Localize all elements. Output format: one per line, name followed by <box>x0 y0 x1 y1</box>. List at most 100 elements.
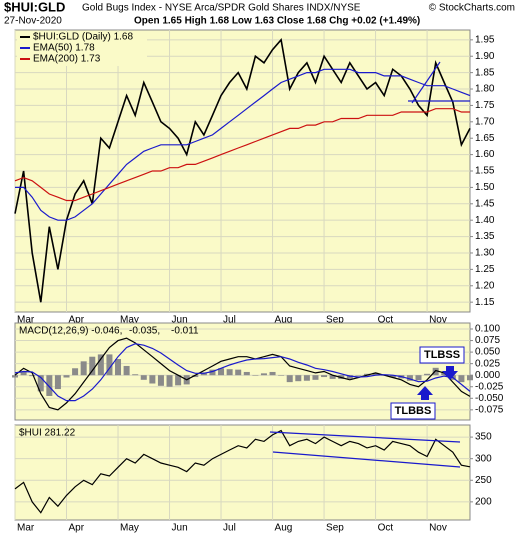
x-tick-label: Nov <box>429 523 447 534</box>
y-tick-label: 1.90 <box>475 51 495 62</box>
histogram-bar <box>72 368 79 376</box>
series-line <box>14 337 471 411</box>
x-tick-label: Jul <box>223 315 236 326</box>
histogram-bar <box>303 375 310 381</box>
arrow <box>417 386 433 400</box>
y-tick-label: 350 <box>475 432 492 443</box>
histogram-bar <box>329 375 336 379</box>
histogram-bar <box>29 375 36 377</box>
histogram-bar <box>355 375 362 376</box>
histogram-bar <box>11 375 19 378</box>
x-tick-label: Oct <box>378 523 394 534</box>
x-tick-label: Sep <box>326 523 344 534</box>
histogram-bar <box>192 375 199 378</box>
y-tick-label: 1.15 <box>475 297 495 308</box>
annotation: TLBBS <box>395 405 432 417</box>
x-tick-label: Oct <box>378 315 394 326</box>
histogram-bar <box>63 375 70 378</box>
y-tick-label: 1.30 <box>475 248 495 259</box>
x-tick-label: Nov <box>429 315 447 326</box>
histogram-bar <box>346 375 353 379</box>
legend-label: EMA(50) 1.78 <box>33 43 95 54</box>
histogram-bar <box>80 361 87 376</box>
histogram-bar <box>466 375 474 381</box>
date: 27-Nov-2020 <box>4 16 62 27</box>
histogram-bar <box>363 373 370 376</box>
histogram-bar <box>389 375 396 378</box>
histogram-bar <box>166 375 173 387</box>
histogram-bar <box>235 369 242 376</box>
y-tick-label: 0.025 <box>475 358 500 369</box>
legend-box <box>17 32 147 66</box>
y-tick-label: 1.50 <box>475 182 495 193</box>
y-tick-label: 1.20 <box>475 280 495 291</box>
histogram-bar <box>54 375 61 390</box>
x-tick-label: Mar <box>17 523 35 534</box>
y-tick-label: 1.70 <box>475 116 495 127</box>
chart-title: $HUI:GLD <box>4 0 65 14</box>
histogram-bar <box>243 371 250 376</box>
histogram-bar <box>20 371 27 376</box>
y-tick-label: 0.050 <box>475 347 500 358</box>
legend-label: -0.011 <box>171 326 199 337</box>
y-tick-label: 0.075 <box>475 335 500 346</box>
histogram-bar <box>458 375 465 383</box>
y-tick-label: 1.60 <box>475 149 495 160</box>
histogram-bar <box>252 375 259 376</box>
arrow <box>442 366 458 380</box>
histogram-bar <box>226 369 233 376</box>
histogram-bar <box>218 368 225 376</box>
histogram-bar <box>312 375 319 380</box>
histogram-bar <box>415 375 422 381</box>
histogram-bar <box>260 373 267 376</box>
histogram-bar <box>157 375 164 386</box>
histogram-bar <box>123 365 130 376</box>
y-tick-label: 300 <box>475 453 492 464</box>
x-tick-label: May <box>120 315 139 326</box>
y-tick-label: 1.95 <box>475 34 495 45</box>
histogram-bar <box>46 375 53 396</box>
y-tick-label: 1.55 <box>475 166 495 177</box>
histogram-bar <box>269 371 276 376</box>
histogram-bar <box>97 354 104 376</box>
y-tick-label: 1.25 <box>475 264 495 275</box>
x-tick-label: Jun <box>172 523 188 534</box>
y-tick-label: 1.80 <box>475 84 495 95</box>
histogram-bar <box>175 375 182 386</box>
histogram-bar <box>209 369 216 376</box>
quote: Open 1.65 High 1.68 Low 1.63 Close 1.68 … <box>134 16 420 27</box>
y-tick-label: 1.45 <box>475 198 495 209</box>
y-tick-label: 1.40 <box>475 215 495 226</box>
x-tick-label: Sep <box>326 315 344 326</box>
legend-label: EMA(200) 1.73 <box>33 54 101 65</box>
legend-label: MACD(12,26,9) -0.046, <box>19 326 122 337</box>
x-tick-label: Jul <box>223 523 236 534</box>
y-tick-label: 1.35 <box>475 231 495 242</box>
y-tick-label: 0.100 <box>475 324 500 335</box>
series-line <box>14 343 471 402</box>
histogram-bar <box>115 359 122 376</box>
series-line <box>14 108 470 202</box>
legend-label: -0.035, <box>129 326 160 337</box>
series-line <box>15 68 471 221</box>
legend-label: $HUI 281.22 <box>19 428 76 439</box>
chart-subtitle: Gold Bugs Index - NYSE Arca/SPDR Gold Sh… <box>82 3 361 14</box>
histogram-bar <box>37 375 44 392</box>
x-tick-label: May <box>120 523 139 534</box>
trendline <box>269 431 461 443</box>
histogram-bar <box>286 375 293 383</box>
source: © StockCharts.com <box>429 3 515 14</box>
histogram-bar <box>106 354 113 376</box>
y-tick-label: -0.075 <box>475 404 504 415</box>
histogram-bar <box>149 375 156 384</box>
histogram-bar <box>321 375 328 378</box>
x-tick-label: Aug <box>275 315 293 326</box>
histogram-bar <box>406 375 413 381</box>
y-tick-label: 1.85 <box>475 67 495 78</box>
annotation-box <box>390 402 436 420</box>
annotation-box <box>419 346 465 364</box>
y-tick-label: 1.65 <box>475 133 495 144</box>
x-tick-label: Mar <box>17 315 35 326</box>
histogram-bar <box>295 375 302 382</box>
